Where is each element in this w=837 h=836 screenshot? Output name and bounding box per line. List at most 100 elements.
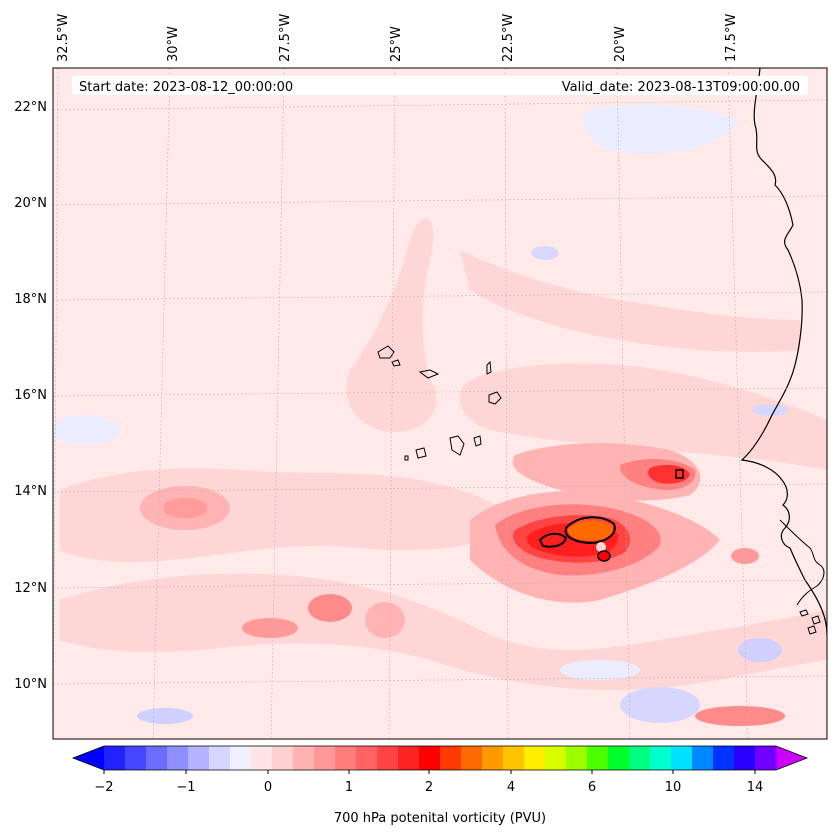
lat-label-10n: 10°N	[14, 677, 47, 692]
pv-band-northeast	[460, 250, 800, 352]
colorbar-cell	[272, 746, 294, 770]
pv-band-north	[346, 218, 437, 432]
colorbar-cell	[650, 746, 672, 770]
colorbar-label: 700 hPa potenital vorticity (PVU)	[334, 811, 546, 826]
pv-positive-patch-south-3	[365, 602, 405, 638]
pv-positive-patch-south-1	[242, 618, 298, 638]
parallel-12n	[52, 579, 828, 589]
colorbar: −2 −1 0 1 2 4 6 10 14 700 hPa potenital …	[71, 745, 809, 826]
colorbar-cell	[566, 746, 588, 770]
colorbar-tick-0: 0	[264, 780, 272, 795]
colorbar-cell	[251, 746, 273, 770]
colorbar-over-arrow	[776, 746, 807, 770]
pv-core-contour	[564, 516, 616, 545]
lon-label-20w: 20°W	[613, 26, 628, 62]
colorbar-cell	[629, 746, 651, 770]
colorbar-cell	[608, 746, 630, 770]
colorbar-cell	[230, 746, 252, 770]
pv-field	[53, 68, 827, 739]
island-fogo	[415, 447, 427, 459]
pv-positive-patch-west-core	[163, 498, 207, 518]
parallel-22n	[52, 99, 828, 111]
pv-negative-patch-4	[738, 638, 782, 662]
colorbar-tick-neg2: −2	[94, 780, 113, 795]
longitude-labels: 32.5°W 30°W 27.5°W 25°W 22.5°W 20°W 17.5…	[56, 14, 739, 62]
lat-label-20n: 20°N	[14, 196, 47, 211]
pv-core-contour-2	[538, 532, 568, 548]
pv-ne-contour	[675, 469, 684, 479]
colorbar-cell	[671, 746, 693, 770]
parallel-10n	[52, 675, 828, 685]
lat-label-22n: 22°N	[14, 100, 47, 115]
colorbar-cell	[293, 746, 315, 770]
colorbar-cell	[755, 746, 777, 770]
colorbar-cell	[461, 746, 483, 770]
lon-label-32-5w: 32.5°W	[56, 14, 71, 62]
island-sao-vicente	[391, 359, 401, 367]
colorbar-cell	[335, 746, 357, 770]
pv-core-peak	[567, 520, 613, 541]
colorbar-cell	[209, 746, 231, 770]
colorbar-under-arrow	[73, 746, 104, 770]
island-santiago	[449, 435, 465, 456]
pv-core-south-blob	[597, 550, 611, 562]
colorbar-tick-6: 6	[588, 780, 596, 795]
colorbar-cell	[104, 746, 126, 770]
parallel-16n	[52, 387, 828, 397]
valid-date-text: Valid_date: 2023-08-13T09:00:00.00	[562, 80, 800, 95]
map-frame	[52, 67, 828, 740]
colorbar-cell	[440, 746, 462, 770]
colorbar-cell	[167, 746, 189, 770]
lat-label-18n: 18°N	[14, 292, 47, 307]
colorbar-cell	[692, 746, 714, 770]
colorbar-cell	[713, 746, 735, 770]
date-header-box	[72, 76, 808, 95]
colorbar-cell	[398, 746, 420, 770]
island-sao-nicolau	[418, 369, 440, 379]
colorbar-cell	[419, 746, 441, 770]
lat-label-14n: 14°N	[14, 484, 47, 499]
lat-label-12n: 12°N	[14, 581, 47, 596]
pv-positive-patch-south-2	[308, 594, 352, 622]
colorbar-tick-2: 2	[425, 780, 433, 795]
parallel-20n	[52, 195, 828, 206]
pv-negative-patch-ne	[582, 104, 740, 154]
colorbar-cell	[734, 746, 756, 770]
lat-label-16n: 16°N	[14, 388, 47, 403]
pv-negative-patch-6	[560, 660, 640, 680]
parallel-14n	[52, 483, 828, 493]
island-santo-antao	[377, 345, 395, 359]
lon-label-22-5w: 22.5°W	[501, 14, 516, 62]
colorbar-cell	[545, 746, 567, 770]
lon-label-27-5w: 27.5°W	[278, 14, 293, 62]
colorbar-cell	[125, 746, 147, 770]
pv-band-south	[60, 573, 827, 690]
pv-negative-patch-1	[531, 246, 559, 260]
lon-label-17-5w: 17.5°W	[724, 14, 739, 62]
colorbar-cell	[146, 746, 168, 770]
pv-positive-patch-se	[695, 706, 785, 726]
pv-negative-patch-5	[752, 404, 788, 416]
pv-band-east	[459, 363, 827, 470]
island-sal	[486, 360, 492, 375]
parallel-18n	[52, 291, 828, 301]
colorbar-cell	[482, 746, 504, 770]
colorbar-tick-4: 4	[507, 780, 515, 795]
pv-negative-patch-3	[620, 687, 700, 723]
africa-coastline	[740, 68, 827, 636]
colorbar-cells	[104, 746, 777, 770]
graticule	[52, 67, 828, 740]
colorbar-tick-neg1: −1	[176, 780, 195, 795]
pv-negative-patch-7	[53, 415, 120, 445]
pv-core-hole	[596, 542, 606, 552]
start-date-text: Start date: 2023-08-12_00:00:00	[79, 80, 293, 95]
colorbar-cell	[503, 746, 525, 770]
colorbar-cell	[314, 746, 336, 770]
lon-label-25w: 25°W	[389, 26, 404, 62]
island-boa-vista	[488, 391, 502, 405]
latitude-labels: 22°N 20°N 18°N 16°N 14°N 12°N 10°N	[14, 100, 47, 692]
pv-negative-patch-2	[137, 708, 193, 724]
colorbar-tick-1: 1	[345, 780, 353, 795]
colorbar-cell	[377, 746, 399, 770]
